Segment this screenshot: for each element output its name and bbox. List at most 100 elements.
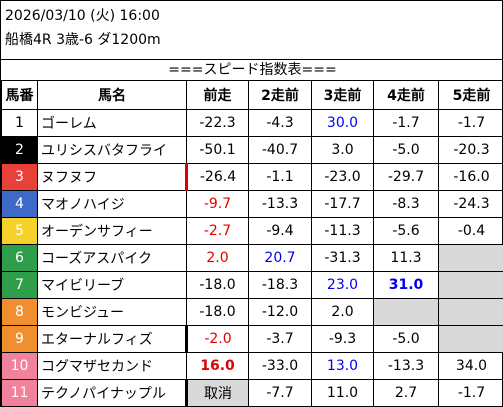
speed-index-cell: -2.7 [186, 216, 249, 245]
horse-name-cell: マイビリーブ [37, 270, 187, 299]
col-header-4-races-ago: 4走前 [373, 81, 439, 110]
horse-number-cell: 3 [1, 162, 38, 191]
horse-number-cell: 6 [1, 243, 38, 272]
horse-name-cell: オーデンサフィー [37, 216, 187, 245]
speed-index-cell: -9.3 [311, 324, 374, 353]
horse-number-cell: 7 [1, 270, 38, 299]
speed-index-cell: -4.3 [248, 108, 312, 137]
speed-index-cell: -33.0 [248, 351, 312, 380]
speed-index-cell: -5.0 [373, 324, 439, 353]
speed-index-cell: -1.7 [438, 378, 503, 407]
speed-index-cell [438, 324, 503, 353]
table-row: 5 オーデンサフィー -2.7 -9.4 -11.3 -5.6 -0.4 [1, 216, 503, 245]
speed-index-cell: 3.0 [311, 135, 374, 164]
race-info: 船橋4R 3歳-6 ダ1200m [5, 32, 161, 48]
speed-index-cell: 取消 [186, 378, 249, 407]
table-row: 1 ゴーレム -22.3 -4.3 30.0 -1.7 -1.7 [1, 108, 503, 137]
speed-index-cell: -5.6 [373, 216, 439, 245]
horse-number-cell: 11 [1, 378, 38, 407]
speed-index-cell: -9.4 [248, 216, 312, 245]
horse-name-cell: マオノハイジ [37, 189, 187, 218]
speed-index-cell: -20.3 [438, 135, 503, 164]
speed-index-cell: -50.1 [186, 135, 249, 164]
col-header-3-races-ago: 3走前 [311, 81, 374, 110]
table-row: 2 ユリシスバタフライ -50.1 -40.7 3.0 -5.0 -20.3 [1, 135, 503, 164]
table-row: 6 コーズアスパイク 2.0 20.7 -31.3 11.3 [1, 243, 503, 272]
col-header-2-races-ago: 2走前 [248, 81, 312, 110]
horse-number-cell: 2 [1, 135, 38, 164]
col-header-last-race: 前走 [186, 81, 249, 110]
table-row: 9 エターナルフィズ -2.0 -3.7 -9.3 -5.0 [1, 324, 503, 353]
speed-index-cell: -18.0 [186, 297, 249, 326]
horse-name-cell: コグマザセカンド [37, 351, 187, 380]
horse-name-cell: モンビジュー [37, 297, 187, 326]
speed-index-cell: -18.0 [186, 270, 249, 299]
speed-index-cell: -23.0 [311, 162, 374, 191]
horse-name-cell: テクノパイナップル [37, 378, 188, 407]
speed-index-cell: 11.0 [311, 378, 374, 407]
speed-index-cell: 2.0 [186, 243, 249, 272]
horse-name-cell: ユリシスバタフライ [37, 135, 187, 164]
speed-index-cell: -31.3 [311, 243, 374, 272]
horse-number-cell: 1 [1, 108, 38, 137]
horse-number-cell: 10 [1, 351, 38, 380]
speed-index-cell: -5.0 [373, 135, 439, 164]
horse-name-cell: コーズアスパイク [37, 243, 187, 272]
speed-index-cell: -40.7 [248, 135, 312, 164]
speed-index-cell: 23.0 [311, 270, 374, 299]
speed-index-cell: -3.7 [248, 324, 312, 353]
horse-number-cell: 9 [1, 324, 38, 353]
speed-index-cell: -12.0 [248, 297, 312, 326]
speed-index-cell: -18.3 [248, 270, 312, 299]
speed-index-cell: -13.3 [248, 189, 312, 218]
table-row: 7 マイビリーブ -18.0 -18.3 23.0 31.0 [1, 270, 503, 299]
table-row: 3 ヌフヌフ -26.4 -1.1 -23.0 -29.7 -16.0 [1, 162, 503, 191]
section-title: ===スピード指数表=== [1, 59, 503, 81]
horse-number-cell: 4 [1, 189, 38, 218]
speed-index-cell: 2.0 [311, 297, 374, 326]
table-row: 11 テクノパイナップル 取消 -7.7 11.0 2.7 -1.7 [1, 378, 503, 407]
col-header-horse-name: 馬名 [37, 81, 187, 110]
speed-index-cell: -0.4 [438, 216, 503, 245]
table-row: 10 コグマザセカンド 16.0 -33.0 13.0 -13.3 34.0 [1, 351, 503, 380]
speed-index-cell [373, 297, 439, 326]
speed-index-cell: -16.0 [438, 162, 503, 191]
speed-index-cell: -26.4 [186, 162, 249, 191]
speed-index-cell: -17.7 [311, 189, 374, 218]
speed-index-cell: -1.7 [373, 108, 439, 137]
speed-index-table: 馬番 馬名 前走 2走前 3走前 4走前 5走前 1 ゴーレム -22.3 -4.3 3… [1, 81, 503, 407]
horse-number-cell: 5 [1, 216, 38, 245]
horse-name-cell: エターナルフィズ [37, 324, 188, 353]
speed-index-cell: -24.3 [438, 189, 503, 218]
speed-index-cell: 11.3 [373, 243, 439, 272]
speed-index-cell [438, 297, 503, 326]
speed-index-cell: -13.3 [373, 351, 439, 380]
speed-index-cell: 16.0 [186, 351, 249, 380]
col-header-5-races-ago: 5走前 [438, 81, 503, 110]
horse-name-cell: ゴーレム [37, 108, 187, 137]
table-header-row: 馬番 馬名 前走 2走前 3走前 4走前 5走前 [1, 81, 503, 110]
table-row: 8 モンビジュー -18.0 -12.0 2.0 [1, 297, 503, 326]
col-header-number: 馬番 [1, 81, 38, 110]
speed-index-cell: 20.7 [248, 243, 312, 272]
speed-index-cell [438, 243, 503, 272]
horse-number-cell: 8 [1, 297, 38, 326]
speed-index-cell: -8.3 [373, 189, 439, 218]
speed-index-cell: -7.7 [248, 378, 312, 407]
speed-index-cell: -9.7 [186, 189, 249, 218]
speed-index-cell: -29.7 [373, 162, 439, 191]
race-datetime: 2026/03/10 (火) 16:00 [5, 8, 160, 24]
speed-index-cell: 34.0 [438, 351, 503, 380]
table-body: 1 ゴーレム -22.3 -4.3 30.0 -1.7 -1.7 2 ユリシスバタフライ -50.… [1, 108, 503, 407]
speed-index-cell: -1.1 [248, 162, 312, 191]
speed-index-cell: -22.3 [186, 108, 249, 137]
horse-name-cell: ヌフヌフ [37, 162, 188, 191]
speed-index-cell: -1.7 [438, 108, 503, 137]
speed-index-cell: 2.7 [373, 378, 439, 407]
speed-index-cell: -2.0 [186, 324, 249, 353]
table-row: 4 マオノハイジ -9.7 -13.3 -17.7 -8.3 -24.3 [1, 189, 503, 218]
speed-index-cell: 30.0 [311, 108, 374, 137]
speed-index-cell: 31.0 [373, 270, 439, 299]
speed-index-cell: 13.0 [311, 351, 374, 380]
